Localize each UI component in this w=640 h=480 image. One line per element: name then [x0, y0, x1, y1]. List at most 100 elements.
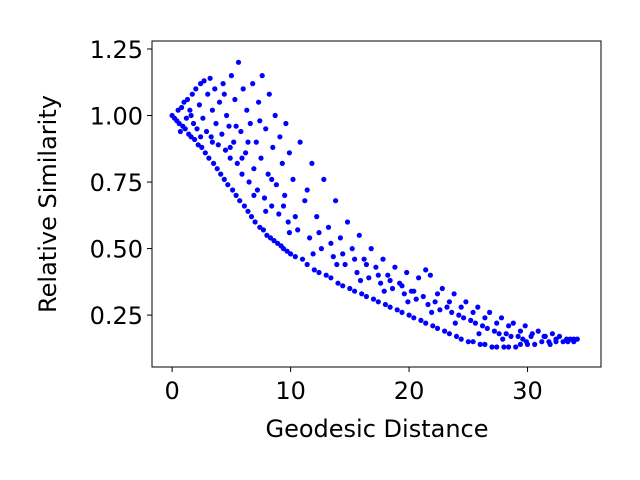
data-point [233, 192, 239, 198]
data-point [354, 269, 360, 276]
data-point [458, 304, 464, 310]
data-point [282, 192, 288, 198]
data-point [235, 59, 242, 65]
data-point [256, 99, 262, 105]
data-point [323, 272, 329, 278]
data-point [484, 325, 490, 331]
data-point [285, 219, 291, 225]
data-point [452, 320, 458, 326]
data-point [269, 203, 275, 209]
data-point [498, 315, 505, 321]
data-point [359, 291, 365, 297]
data-point [252, 219, 258, 225]
data-point [496, 331, 502, 337]
data-point [470, 339, 476, 345]
data-point [535, 328, 541, 334]
data-point [214, 166, 220, 172]
data-point [406, 312, 412, 318]
data-point [423, 267, 429, 273]
data-point [361, 256, 367, 262]
data-point [549, 331, 556, 337]
data-point [272, 112, 278, 119]
data-point [273, 182, 279, 188]
data-point [216, 99, 223, 105]
data-point [430, 323, 436, 329]
data-point [482, 341, 488, 347]
data-point [416, 275, 422, 281]
data-point [465, 339, 471, 345]
data-point [318, 246, 324, 252]
data-point [382, 301, 388, 308]
data-point [239, 171, 245, 177]
data-point [352, 256, 358, 262]
data-point [373, 264, 379, 270]
data-point [434, 325, 441, 331]
data-point [288, 251, 294, 257]
data-point [456, 312, 462, 318]
data-point [461, 315, 467, 321]
data-point [389, 285, 396, 292]
data-point [302, 198, 308, 204]
data-point [470, 309, 476, 315]
data-point [209, 139, 215, 145]
data-point [237, 198, 243, 204]
data-point [451, 291, 457, 297]
data-point [411, 315, 417, 321]
data-point [363, 261, 369, 268]
data-point [215, 142, 221, 148]
data-point [411, 288, 417, 294]
data-point [263, 208, 269, 214]
x-tick-label: 10 [275, 377, 306, 405]
data-point [330, 254, 336, 260]
data-point [230, 187, 236, 193]
data-point [228, 73, 234, 79]
data-point [523, 339, 530, 345]
data-point [506, 344, 512, 350]
data-point [222, 147, 229, 153]
data-point [571, 339, 577, 345]
data-point [188, 112, 194, 119]
data-point [420, 293, 426, 300]
y-tick-label: 1.00 [90, 103, 143, 131]
data-point [212, 86, 218, 92]
data-point [271, 238, 277, 244]
data-point [446, 331, 452, 337]
data-point [280, 203, 287, 209]
data-point [195, 142, 201, 148]
data-point [189, 91, 195, 97]
data-point [225, 182, 231, 188]
data-point [213, 120, 219, 127]
data-point [392, 264, 398, 270]
data-point [307, 235, 313, 241]
data-point [325, 224, 332, 230]
data-point [311, 267, 317, 273]
data-point [277, 134, 283, 140]
data-point [442, 328, 448, 334]
data-point [243, 150, 249, 156]
data-point [257, 224, 263, 230]
data-point [342, 261, 348, 268]
data-point [247, 120, 253, 127]
data-point [427, 272, 433, 278]
data-point [206, 155, 212, 161]
data-point [187, 107, 193, 113]
data-point [233, 123, 239, 129]
data-point [366, 275, 372, 281]
data-point [316, 230, 322, 236]
x-tick-label: 0 [164, 377, 179, 405]
data-point [385, 272, 391, 278]
data-point [439, 285, 445, 292]
data-point [179, 104, 185, 111]
x-axis-label: Geodesic Distance [266, 415, 489, 443]
data-point [203, 128, 210, 135]
data-point [472, 320, 478, 326]
data-point [513, 344, 519, 350]
data-point [276, 211, 282, 217]
data-point [482, 315, 488, 321]
data-point [257, 118, 263, 124]
data-point [335, 280, 341, 286]
data-point [292, 214, 298, 220]
data-point [425, 301, 431, 308]
data-point [349, 246, 355, 252]
